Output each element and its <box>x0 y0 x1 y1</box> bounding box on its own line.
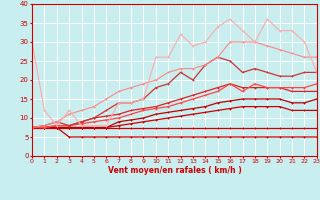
X-axis label: Vent moyen/en rafales ( km/h ): Vent moyen/en rafales ( km/h ) <box>108 166 241 175</box>
